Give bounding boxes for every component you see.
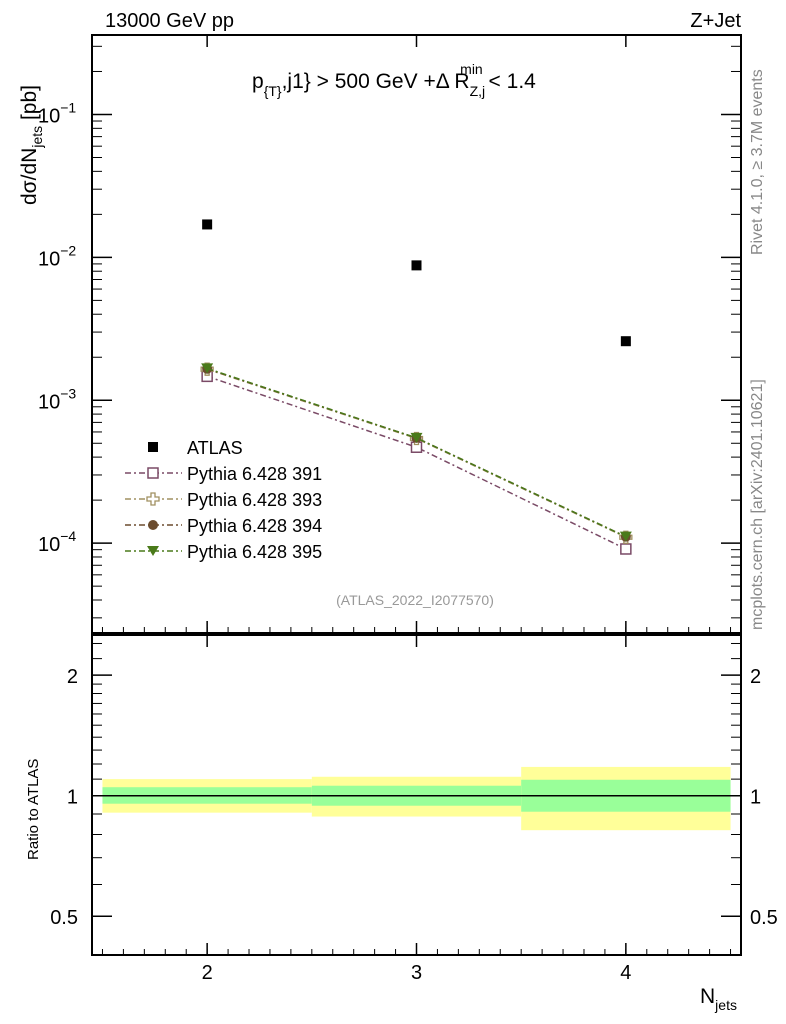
ratio-y-tick-label-right: 2 (750, 666, 761, 688)
mcplots-label: mcplots.cern.ch [arXiv:2401.10621] (749, 379, 766, 630)
y-tick-label: 10−1 (38, 99, 76, 127)
rivet-label: Rivet 4.1.0, ≥ 3.7M events (749, 69, 766, 255)
series-line-0 (206, 375, 627, 550)
series-point-3 (619, 531, 632, 542)
legend-label-2: Pythia 6.428 394 (187, 516, 322, 536)
y-tick-base: 10 (38, 248, 60, 270)
x-tick-label: 2 (202, 962, 213, 984)
legend-label-1: Pythia 6.428 393 (187, 490, 322, 510)
legend-marker-0 (147, 467, 159, 479)
x-axis-label: Njets (700, 985, 737, 1013)
y-tick-label: 10−3 (38, 385, 76, 413)
main-frame (91, 34, 742, 634)
y-tick-base: 10 (38, 105, 60, 127)
y-axis-label: dσ/dNjets [pb] (18, 85, 45, 205)
header-left: 13000 GeV pp (105, 10, 234, 32)
y-tick-base: 10 (38, 534, 60, 556)
ratio-frame (91, 634, 742, 956)
series-point-3 (201, 363, 214, 374)
y-tick-exp: −2 (60, 242, 76, 258)
y-tick-exp: −3 (60, 385, 76, 401)
series-line-1 (206, 368, 627, 538)
header-right: Z+Jet (690, 10, 741, 32)
legend-label-3: Pythia 6.428 395 (187, 542, 322, 562)
y-tick-exp: −1 (60, 99, 76, 115)
legend-marker-3 (147, 546, 159, 556)
series-point-3 (410, 432, 423, 443)
legend-label-atlas: ATLAS (187, 438, 243, 458)
y-tick-label: 10−4 (38, 528, 76, 556)
legend-marker-atlas (148, 442, 158, 452)
ratio-y-tick-label-right: 0.5 (750, 907, 778, 929)
y-tick-exp: −4 (60, 528, 76, 544)
x-tick-label: 3 (411, 962, 422, 984)
x-tick-label: 4 (620, 962, 631, 984)
series-point-0 (620, 543, 632, 555)
ratio-y-axis-label: Ratio to ATLAS (25, 759, 42, 860)
atlas-data-point (202, 219, 213, 230)
y-tick-label: 10−2 (38, 242, 76, 270)
legend-marker-1 (146, 492, 160, 506)
plot-title: p{T},j1} > 500 GeV +Δ RZ,jmin < 1.4 (252, 61, 536, 99)
atlas-data-point (620, 336, 631, 347)
legend-marker-2 (148, 520, 158, 530)
y-tick-base: 10 (38, 391, 60, 413)
ratio-y-tick-label: 1 (67, 787, 78, 809)
ratio-y-tick-label: 2 (67, 666, 78, 688)
ratio-y-tick-label-right: 1 (750, 787, 761, 809)
analysis-id: (ATLAS_2022_I2077570) (336, 592, 494, 608)
ratio-y-tick-label: 0.5 (50, 907, 78, 929)
atlas-data-point (411, 260, 422, 271)
legend-label-0: Pythia 6.428 391 (187, 464, 322, 484)
